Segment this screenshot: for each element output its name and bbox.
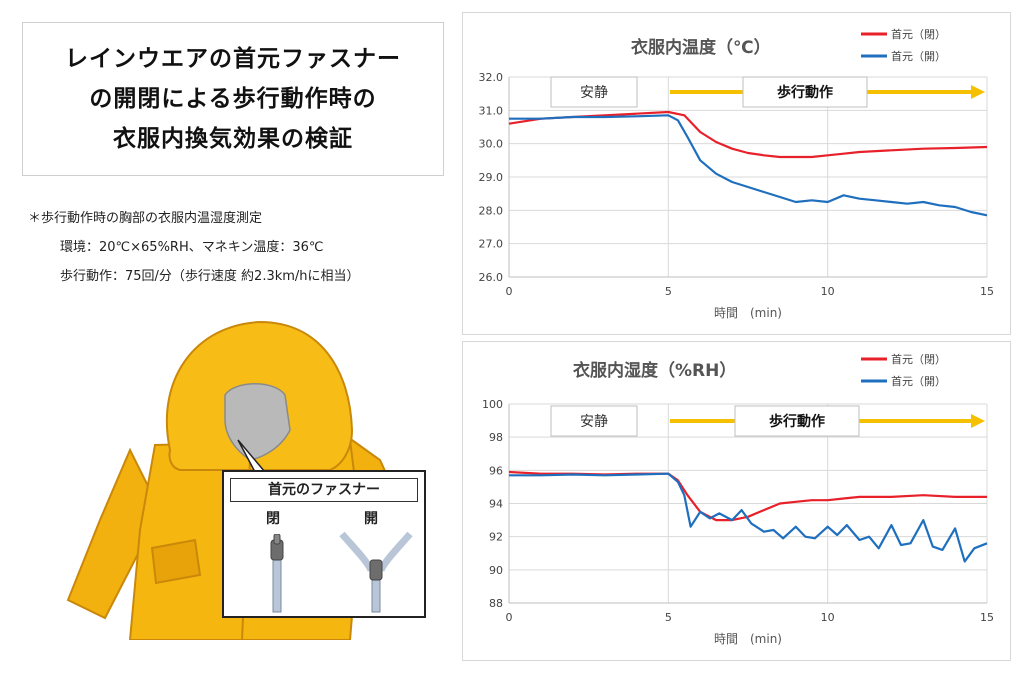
x-tick-label: 0 [506, 285, 513, 298]
walk-arrow-head [971, 85, 985, 99]
y-tick-label: 32.0 [479, 71, 504, 84]
x-tick-label: 15 [980, 285, 994, 298]
x-tick-label: 0 [506, 611, 513, 624]
chart-title: 衣服内温度（℃） [631, 37, 771, 58]
walk-box [734, 405, 860, 437]
walk-arrow-head [971, 414, 985, 428]
title-line-3: 衣服内換気効果の検証 [113, 126, 353, 152]
measurement-notes: ＊歩行動作時の胸部の衣服内温湿度測定 環境：20℃×65%RH、マネキン温度：3… [28, 204, 360, 291]
humidity-chart-panel: 衣服内湿度（%RH） 88 90 92 94 96 98 100 0 5 10 15 時間 (min) 安… [462, 341, 1011, 661]
y-tick-label: 28.0 [479, 204, 504, 217]
y-tick-label: 27.0 [479, 238, 504, 251]
y-tick-label: 88 [489, 597, 503, 610]
title-line-1: レインウエアの首元ファスナー [65, 46, 401, 72]
y-tick-label: 31.0 [479, 104, 504, 117]
note-walking: 歩行動作：75回/分（歩行速度 約2.3km/hに相当） [60, 269, 360, 284]
x-tick-label: 10 [821, 611, 835, 624]
chart-title: 衣服内湿度（%RH） [573, 360, 736, 381]
y-tick-label: 98 [489, 431, 503, 444]
y-tick-label: 29.0 [479, 171, 504, 184]
y-tick-label: 92 [489, 531, 503, 544]
title-line-2: の開閉による歩行動作時の [89, 86, 377, 112]
zipper-closed-label: 閉 [266, 511, 280, 527]
rest-label: 安静 [580, 414, 608, 430]
note-heading: ＊歩行動作時の胸部の衣服内温湿度測定 [28, 211, 263, 226]
legend-label: 首元（開） [891, 374, 946, 388]
y-tick-label: 96 [489, 464, 503, 477]
y-tick-label: 100 [482, 398, 503, 411]
zipper-callout-box: 首元のファスナー 閉 開 [222, 470, 426, 618]
humidity-chart: 衣服内湿度（%RH） 88 90 92 94 96 98 100 0 5 10 15 時間 (min) 安… [482, 352, 994, 646]
y-tick-label: 26.0 [479, 271, 504, 284]
zipper-closed-icon [270, 534, 284, 613]
x-axis-label: 時間 (min) [714, 306, 782, 320]
x-tick-label: 10 [821, 285, 835, 298]
series-line-closed [508, 470, 987, 522]
legend-label: 首元（開） [891, 49, 946, 63]
zipper-open-icon [339, 531, 413, 613]
y-tick-label: 30.0 [479, 138, 504, 151]
x-tick-label: 15 [980, 611, 994, 624]
y-tick-label: 90 [489, 564, 503, 577]
zipper-open-label: 開 [364, 511, 378, 527]
walk-box [742, 76, 868, 108]
legend-label: 首元（閉） [891, 352, 946, 366]
walk-label: 歩行動作 [769, 413, 825, 430]
x-axis-label: 時間 (min) [714, 632, 782, 646]
series-line-closed [508, 110, 988, 159]
rest-box [550, 405, 638, 437]
zipper-box-title: 首元のファスナー [230, 478, 418, 502]
temperature-chart-panel: 衣服内温度（℃） 26.0 27.0 28.0 29.0 30.0 31.0 32.0 0 5 10… [462, 12, 1011, 335]
legend-label: 首元（閉） [891, 27, 946, 41]
x-tick-label: 5 [665, 285, 672, 298]
note-environment: 環境：20℃×65%RH、マネキン温度：36℃ [60, 240, 324, 255]
series-line-open [509, 472, 988, 563]
title-box: レインウエアの首元ファスナー の開閉による歩行動作時の 衣服内換気効果の検証 [22, 22, 444, 176]
walk-label: 歩行動作 [777, 84, 833, 101]
rest-label: 安静 [580, 85, 608, 101]
x-tick-label: 5 [665, 611, 672, 624]
temperature-chart: 衣服内温度（℃） 26.0 27.0 28.0 29.0 30.0 31.0 32.0 0 5 10… [479, 27, 995, 320]
y-tick-label: 94 [489, 498, 503, 511]
series-line-open [509, 114, 988, 217]
rest-box [550, 76, 638, 108]
